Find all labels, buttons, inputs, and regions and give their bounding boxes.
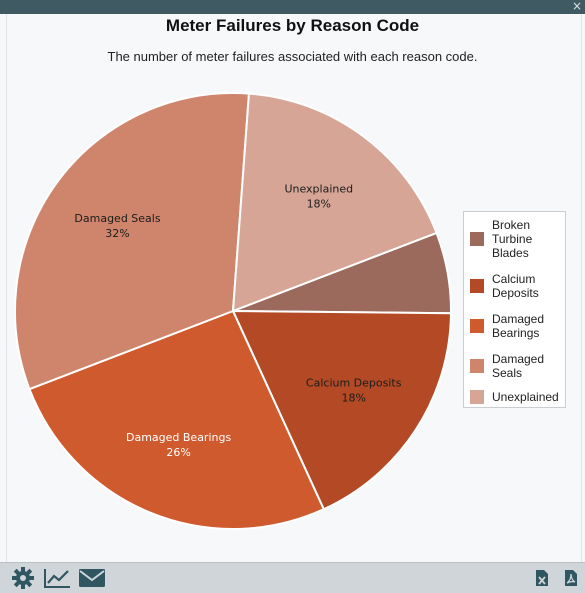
slice-label: Damaged Bearings (126, 431, 231, 444)
pdf-export-icon[interactable] (562, 563, 580, 593)
legend-label: Damaged Bearings (492, 312, 545, 340)
legend-item[interactable]: Calcium Deposits (470, 272, 558, 300)
pie-slice-damaged-seals[interactable] (14, 92, 251, 391)
pie-slice-damaged-bearings[interactable] (28, 309, 326, 530)
slice-percent-label: 26% (166, 446, 190, 459)
pie-chart: Calcium Deposits 18% Damaged Bearings 26% Da… (14, 92, 453, 530)
chart-title: Meter Failures by Reason Code (165, 16, 420, 35)
slice-label: Damaged Seals (74, 212, 160, 225)
pie-slice-calcium-deposits[interactable] (231, 309, 453, 511)
excel-export-icon[interactable] (533, 563, 551, 593)
slice-percent-label: 18% (341, 391, 365, 404)
legend-item[interactable]: Unexplained (470, 390, 559, 404)
legend-swatch (470, 319, 484, 333)
line-chart-icon[interactable] (41, 563, 73, 593)
legend-label: Calcium Deposits (492, 272, 539, 300)
legend-item[interactable]: Broken Turbine Blades (470, 218, 558, 260)
slice-label: Unexplained (284, 183, 353, 196)
legend-swatch (470, 359, 484, 373)
pie-slice-unexplained[interactable] (231, 92, 438, 313)
slice-percent-label: 32% (105, 227, 129, 240)
chart-legend: Broken Turbine Blades Calcium Deposits Damage… (463, 211, 566, 408)
legend-swatch (470, 390, 484, 404)
gear-icon[interactable] (8, 563, 38, 593)
legend-swatch (470, 232, 484, 246)
envelope-icon[interactable] (76, 563, 108, 593)
close-icon[interactable]: × (571, 0, 582, 13)
bottom-toolbar (0, 562, 585, 593)
legend-swatch (470, 279, 484, 293)
slice-percent-label: 18% (307, 198, 331, 211)
window-title-bar: × (0, 0, 585, 14)
slice-label: Calcium Deposits (306, 376, 402, 389)
chart-subtitle: The number of meter failures associated … (107, 49, 478, 64)
legend-item[interactable]: Damaged Bearings (470, 312, 558, 340)
legend-label: Damaged Seals (492, 352, 545, 380)
legend-item[interactable]: Damaged Seals (470, 352, 558, 380)
legend-label: Broken Turbine Blades (492, 218, 533, 260)
legend-label: Unexplained (492, 390, 559, 404)
